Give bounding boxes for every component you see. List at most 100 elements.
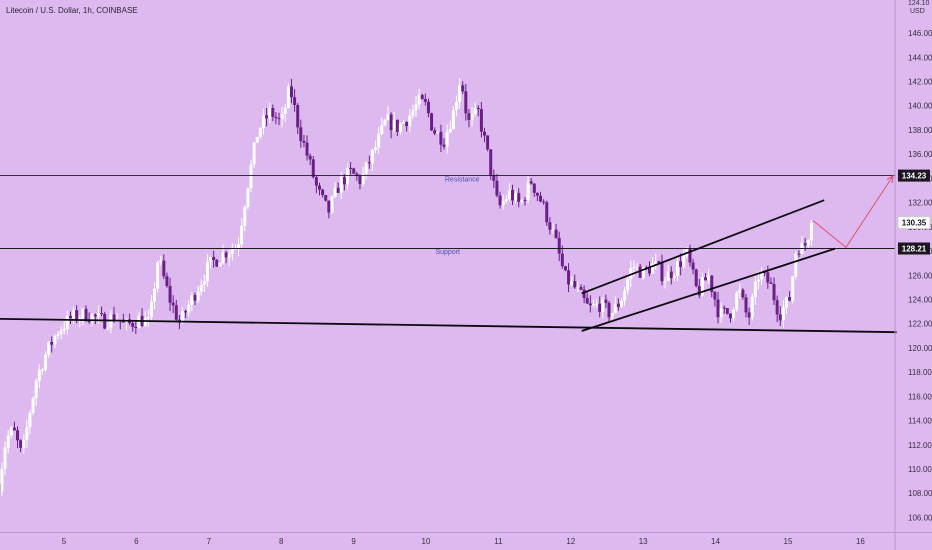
candle-body — [336, 187, 340, 193]
candle-body — [383, 120, 387, 126]
candle-body — [669, 271, 673, 279]
candle-body — [190, 295, 194, 305]
candle-body — [131, 323, 135, 327]
channel-upper — [581, 199, 825, 295]
candle-body — [588, 303, 592, 306]
candle-body — [623, 290, 627, 301]
candle-body — [573, 281, 577, 288]
candle-body — [551, 229, 555, 231]
candle-body — [221, 252, 225, 263]
candle-body — [268, 108, 272, 119]
candle-body — [535, 192, 539, 196]
candle-body — [215, 260, 219, 267]
candle-body — [311, 159, 315, 178]
candle-body — [760, 272, 764, 280]
candle-body — [361, 173, 365, 185]
candle-body — [358, 175, 362, 185]
candle-body — [34, 380, 38, 398]
candle-body — [688, 248, 692, 263]
y-tick-label: 140.00 — [908, 102, 932, 111]
x-tick-label: 14 — [711, 537, 720, 546]
candle-body — [302, 141, 306, 143]
candle-body — [349, 167, 353, 169]
candle-body — [501, 201, 505, 206]
x-tick-label: 16 — [856, 537, 865, 546]
candle-body — [461, 85, 465, 92]
candle-body — [261, 115, 265, 128]
candle-body — [744, 297, 748, 313]
candle-body — [395, 119, 399, 133]
candle-body — [68, 315, 72, 319]
projection-path — [813, 175, 894, 249]
candle-body — [732, 309, 736, 319]
candle-body — [3, 447, 7, 469]
candle-body — [486, 135, 490, 150]
candle-body — [719, 307, 723, 318]
candle-body — [149, 301, 153, 318]
candle-body — [134, 326, 138, 329]
candle-body — [476, 107, 480, 110]
candle-body — [187, 304, 191, 313]
candle-body — [137, 316, 141, 329]
candle-body — [212, 256, 216, 261]
candle-body — [209, 256, 213, 262]
candle-body — [747, 312, 751, 318]
candle-body — [451, 109, 455, 130]
candle-body — [193, 295, 197, 301]
candle-body — [327, 200, 331, 213]
candle-body — [280, 113, 284, 119]
candle-body — [121, 321, 125, 323]
candle-body — [398, 123, 402, 133]
y-tick-label-top: 124.10 — [908, 0, 930, 7]
candle-body — [237, 244, 241, 248]
y-tick-label: 124.00 — [908, 295, 932, 304]
candle-body — [265, 115, 269, 119]
candle-body — [791, 276, 795, 301]
candle-body — [725, 308, 729, 314]
annotation-label: Support — [435, 249, 460, 256]
candle-body — [370, 149, 374, 164]
candle-body — [607, 302, 611, 318]
candle-body — [293, 97, 297, 106]
y-tick-label: 144.00 — [908, 53, 932, 62]
candle-body — [448, 129, 452, 133]
candle-body — [489, 149, 493, 175]
candle-body — [741, 289, 745, 298]
candle-body — [563, 266, 567, 271]
candle-body — [769, 282, 773, 284]
candle-body — [408, 115, 412, 127]
candle-body — [184, 311, 188, 313]
x-tick-label: 6 — [134, 537, 139, 546]
candle-body — [199, 284, 203, 292]
candle-body — [289, 86, 293, 98]
candle-body — [62, 328, 66, 331]
candle-body — [591, 304, 595, 306]
candle-body — [470, 114, 474, 120]
candle-body — [464, 91, 468, 114]
y-tick-label: 108.00 — [908, 489, 932, 498]
candle-body — [750, 296, 754, 318]
candle-body — [87, 320, 91, 323]
candle-body — [479, 109, 483, 132]
candle-body — [775, 300, 779, 315]
candle-body — [162, 260, 166, 277]
y-tick-label: 106.00 — [908, 513, 932, 522]
y-tick-label: 136.00 — [908, 150, 932, 159]
candle-body — [389, 114, 393, 131]
candle-body — [271, 108, 275, 117]
candle-body — [367, 162, 371, 164]
candle-body — [240, 225, 244, 245]
candle-body — [498, 195, 502, 206]
candle-body — [657, 261, 661, 264]
candle-body — [507, 189, 511, 200]
candle-body — [641, 267, 645, 278]
candle-body — [610, 313, 614, 318]
price-label: 130.35 — [902, 219, 927, 228]
x-tick-label: 8 — [279, 537, 284, 546]
projection-arrowhead — [886, 175, 894, 183]
candle-body — [601, 299, 605, 312]
y-tick-label: 132.00 — [908, 199, 932, 208]
candle-body — [514, 193, 518, 201]
candle-body — [539, 195, 543, 202]
